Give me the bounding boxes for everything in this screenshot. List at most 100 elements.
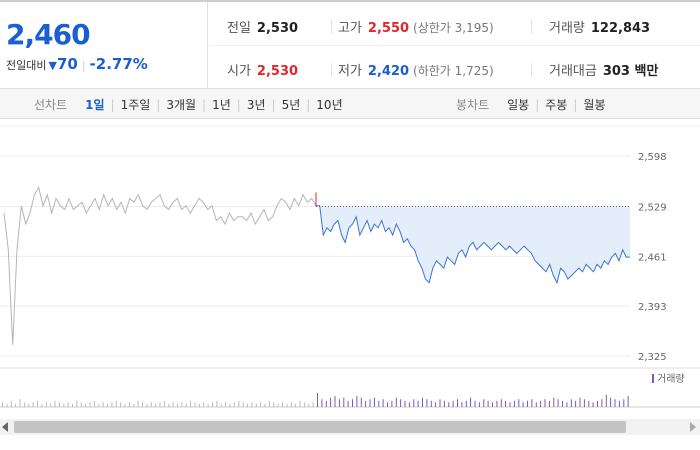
volume-bar — [452, 400, 454, 407]
volume-bar — [19, 399, 21, 407]
volume-bar — [128, 402, 130, 407]
prev-close-stat: 전일 2,530 — [227, 17, 298, 36]
volume-bar — [566, 402, 568, 407]
y-tick-label: 2,529 — [638, 203, 667, 214]
tab-10y[interactable]: 10년 — [316, 98, 343, 112]
volume-bar — [601, 399, 603, 407]
volume-bar — [308, 403, 310, 407]
volume-bar — [575, 400, 577, 407]
volume-bar — [531, 399, 533, 407]
divider — [331, 63, 332, 77]
tab-daily-candle[interactable]: 일봉 — [507, 98, 530, 112]
scroll-thumb[interactable] — [14, 421, 626, 433]
volume-bar — [181, 402, 183, 407]
scroll-left-icon[interactable] — [2, 422, 8, 432]
divider: | — [81, 59, 86, 72]
high-value: 2,550 — [367, 21, 410, 36]
volume-bar — [63, 403, 65, 407]
volume-bar — [378, 400, 380, 407]
volume-bar — [37, 400, 38, 407]
tab-weekly-candle[interactable]: 주봉 — [545, 98, 568, 112]
volume-bar — [360, 397, 362, 407]
y-tick-label: 2,393 — [638, 302, 667, 313]
volume-bar — [194, 402, 196, 407]
volume-bar — [474, 400, 476, 407]
volume-bar — [461, 402, 463, 407]
tab-monthly-candle[interactable]: 월봉 — [583, 98, 606, 112]
volume-bar — [85, 403, 87, 407]
volume-bar — [247, 403, 248, 407]
tab-1w[interactable]: 1주일 — [120, 98, 151, 112]
divider — [209, 45, 700, 46]
volume-bar — [251, 402, 253, 407]
volume-bar — [426, 399, 428, 407]
divider — [531, 20, 532, 34]
open-label: 시가 — [227, 64, 251, 79]
volume-label: 거래량 — [549, 21, 585, 36]
tab-1y[interactable]: 1년 — [212, 98, 231, 112]
divider: | — [535, 98, 540, 112]
price-change-row: 전일대비 ▼70 | -2.77% — [6, 55, 148, 73]
volume-bar — [67, 402, 69, 407]
scroll-right-icon[interactable] — [690, 422, 696, 432]
volume-bar — [465, 400, 467, 407]
volume-bar — [238, 400, 240, 407]
volume-bar — [295, 403, 297, 407]
divider — [331, 20, 332, 34]
volume-bar — [133, 403, 135, 407]
volume-bar — [80, 402, 82, 407]
volume-bar — [422, 397, 423, 407]
volume-bar — [400, 399, 402, 407]
today-price-line — [316, 205, 630, 285]
volume-bar — [478, 402, 480, 407]
volume-bar — [137, 400, 139, 407]
tab-5y[interactable]: 5년 — [281, 98, 301, 112]
volume-bar — [58, 402, 60, 407]
volume-bar — [513, 400, 515, 407]
volume-bar — [588, 400, 590, 407]
open-stat: 시가 2,530 — [227, 60, 298, 79]
volume-bar — [28, 403, 30, 407]
volume-bar — [216, 400, 218, 407]
volume-bar — [583, 399, 585, 407]
trade-value-stat: 거래대금 303 백만 — [549, 60, 658, 79]
volume-bar — [356, 396, 358, 407]
volume-bar — [120, 402, 122, 407]
tab-3m[interactable]: 3개월 — [166, 98, 197, 112]
volume-bar — [579, 397, 581, 407]
current-price-box: 2,460 전일대비 ▼70 | -2.77% — [0, 2, 208, 89]
volume-bar — [32, 402, 34, 407]
tab-1d[interactable]: 1일 — [85, 98, 105, 112]
tab-3y[interactable]: 3년 — [246, 98, 266, 112]
volume-bar — [2, 402, 3, 407]
diff-label: 전일대비 — [6, 59, 47, 72]
volume-bar — [264, 403, 266, 407]
trade-value-label: 거래대금 — [549, 64, 597, 79]
down-triangle-icon: ▼ — [48, 59, 57, 72]
volume-stat: 거래량 122,843 — [549, 17, 650, 36]
volume-bar — [553, 397, 555, 407]
volume-bar — [41, 403, 43, 407]
volume-bar — [618, 400, 620, 407]
volume-bar — [172, 402, 174, 407]
previous-day-line — [3, 186, 317, 346]
chart-scrollbar[interactable] — [0, 419, 700, 435]
low-value: 2,420 — [367, 64, 410, 79]
volume-bar — [23, 402, 25, 407]
volume-bar — [268, 400, 270, 407]
volume-bar — [347, 400, 349, 407]
volume-bar — [290, 402, 292, 407]
volume-bar — [417, 400, 419, 407]
volume-bar — [299, 400, 301, 407]
current-price: 2,460 — [6, 18, 91, 51]
volume-bar — [225, 402, 227, 407]
volume-bar — [470, 397, 472, 407]
volume-bar — [273, 402, 275, 407]
volume-bar — [242, 402, 244, 407]
low-stat: 저가 2,420 (하한가 1,725) — [338, 60, 494, 79]
price-summary: 2,460 전일대비 ▼70 | -2.77% 전일 2,530 고가 2,550 (상한가… — [0, 0, 700, 89]
y-tick-label: 2,461 — [638, 252, 667, 263]
volume-bar — [312, 402, 314, 407]
open-value: 2,530 — [256, 64, 299, 79]
volume-bar — [570, 399, 572, 407]
